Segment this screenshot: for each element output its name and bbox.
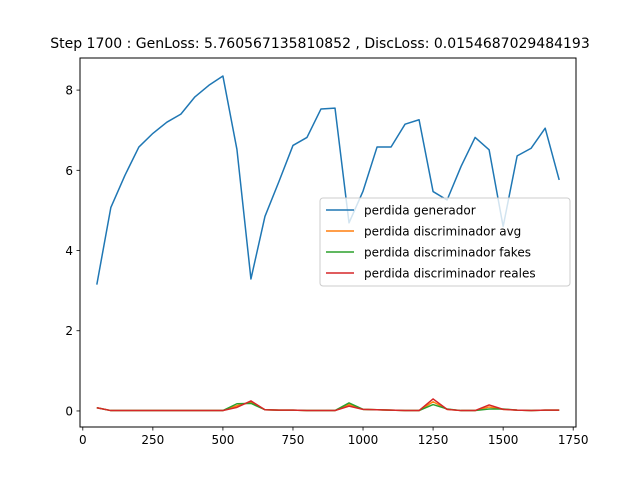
series-line-3 — [96, 398, 560, 412]
x-tick-label-2: 500 — [211, 433, 234, 447]
legend-label-3: perdida discriminador reales — [364, 267, 536, 281]
x-tick-label-6: 1500 — [488, 433, 519, 447]
x-tick-label-7: 1750 — [558, 433, 589, 447]
legend-box — [319, 197, 571, 287]
x-tick-label-5: 1250 — [418, 433, 449, 447]
legend-label-1: perdida discriminador avg — [364, 225, 521, 239]
legend: perdida generador perdida discriminador a… — [319, 197, 571, 287]
x-tick-label-0: 0 — [79, 433, 87, 447]
y-tick-label-0: 0 — [65, 404, 73, 418]
chart-title: Step 1700 : GenLoss: 5.760567135810852 ,… — [50, 36, 590, 52]
x-axis: 0 250 500 750 1000 1250 1500 1750 — [79, 427, 588, 447]
y-tick-label-1: 2 — [65, 324, 73, 338]
x-tick-label-1: 250 — [141, 433, 164, 447]
legend-label-0: perdida generador — [364, 204, 476, 218]
series-layer — [96, 75, 560, 412]
y-tick-label-2: 4 — [65, 244, 73, 258]
y-tick-label-4: 8 — [65, 84, 73, 98]
legend-label-2: perdida discriminador fakes — [364, 246, 531, 260]
y-axis: 0 2 4 6 8 — [65, 84, 80, 418]
x-tick-label-4: 1000 — [348, 433, 379, 447]
y-tick-label-3: 6 — [65, 164, 73, 178]
series-line-0 — [96, 75, 560, 285]
plot-frame — [79, 57, 577, 428]
x-tick-label-3: 750 — [282, 433, 305, 447]
